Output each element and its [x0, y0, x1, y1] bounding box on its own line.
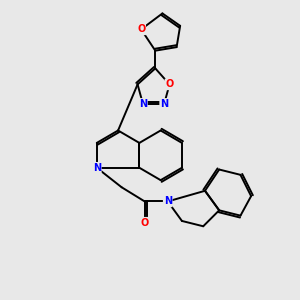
Text: N: N [93, 163, 101, 173]
Text: N: N [164, 196, 172, 206]
Text: O: O [137, 24, 145, 34]
Text: N: N [160, 99, 168, 109]
Text: N: N [139, 99, 147, 109]
Text: O: O [141, 218, 149, 228]
Text: O: O [165, 80, 174, 89]
